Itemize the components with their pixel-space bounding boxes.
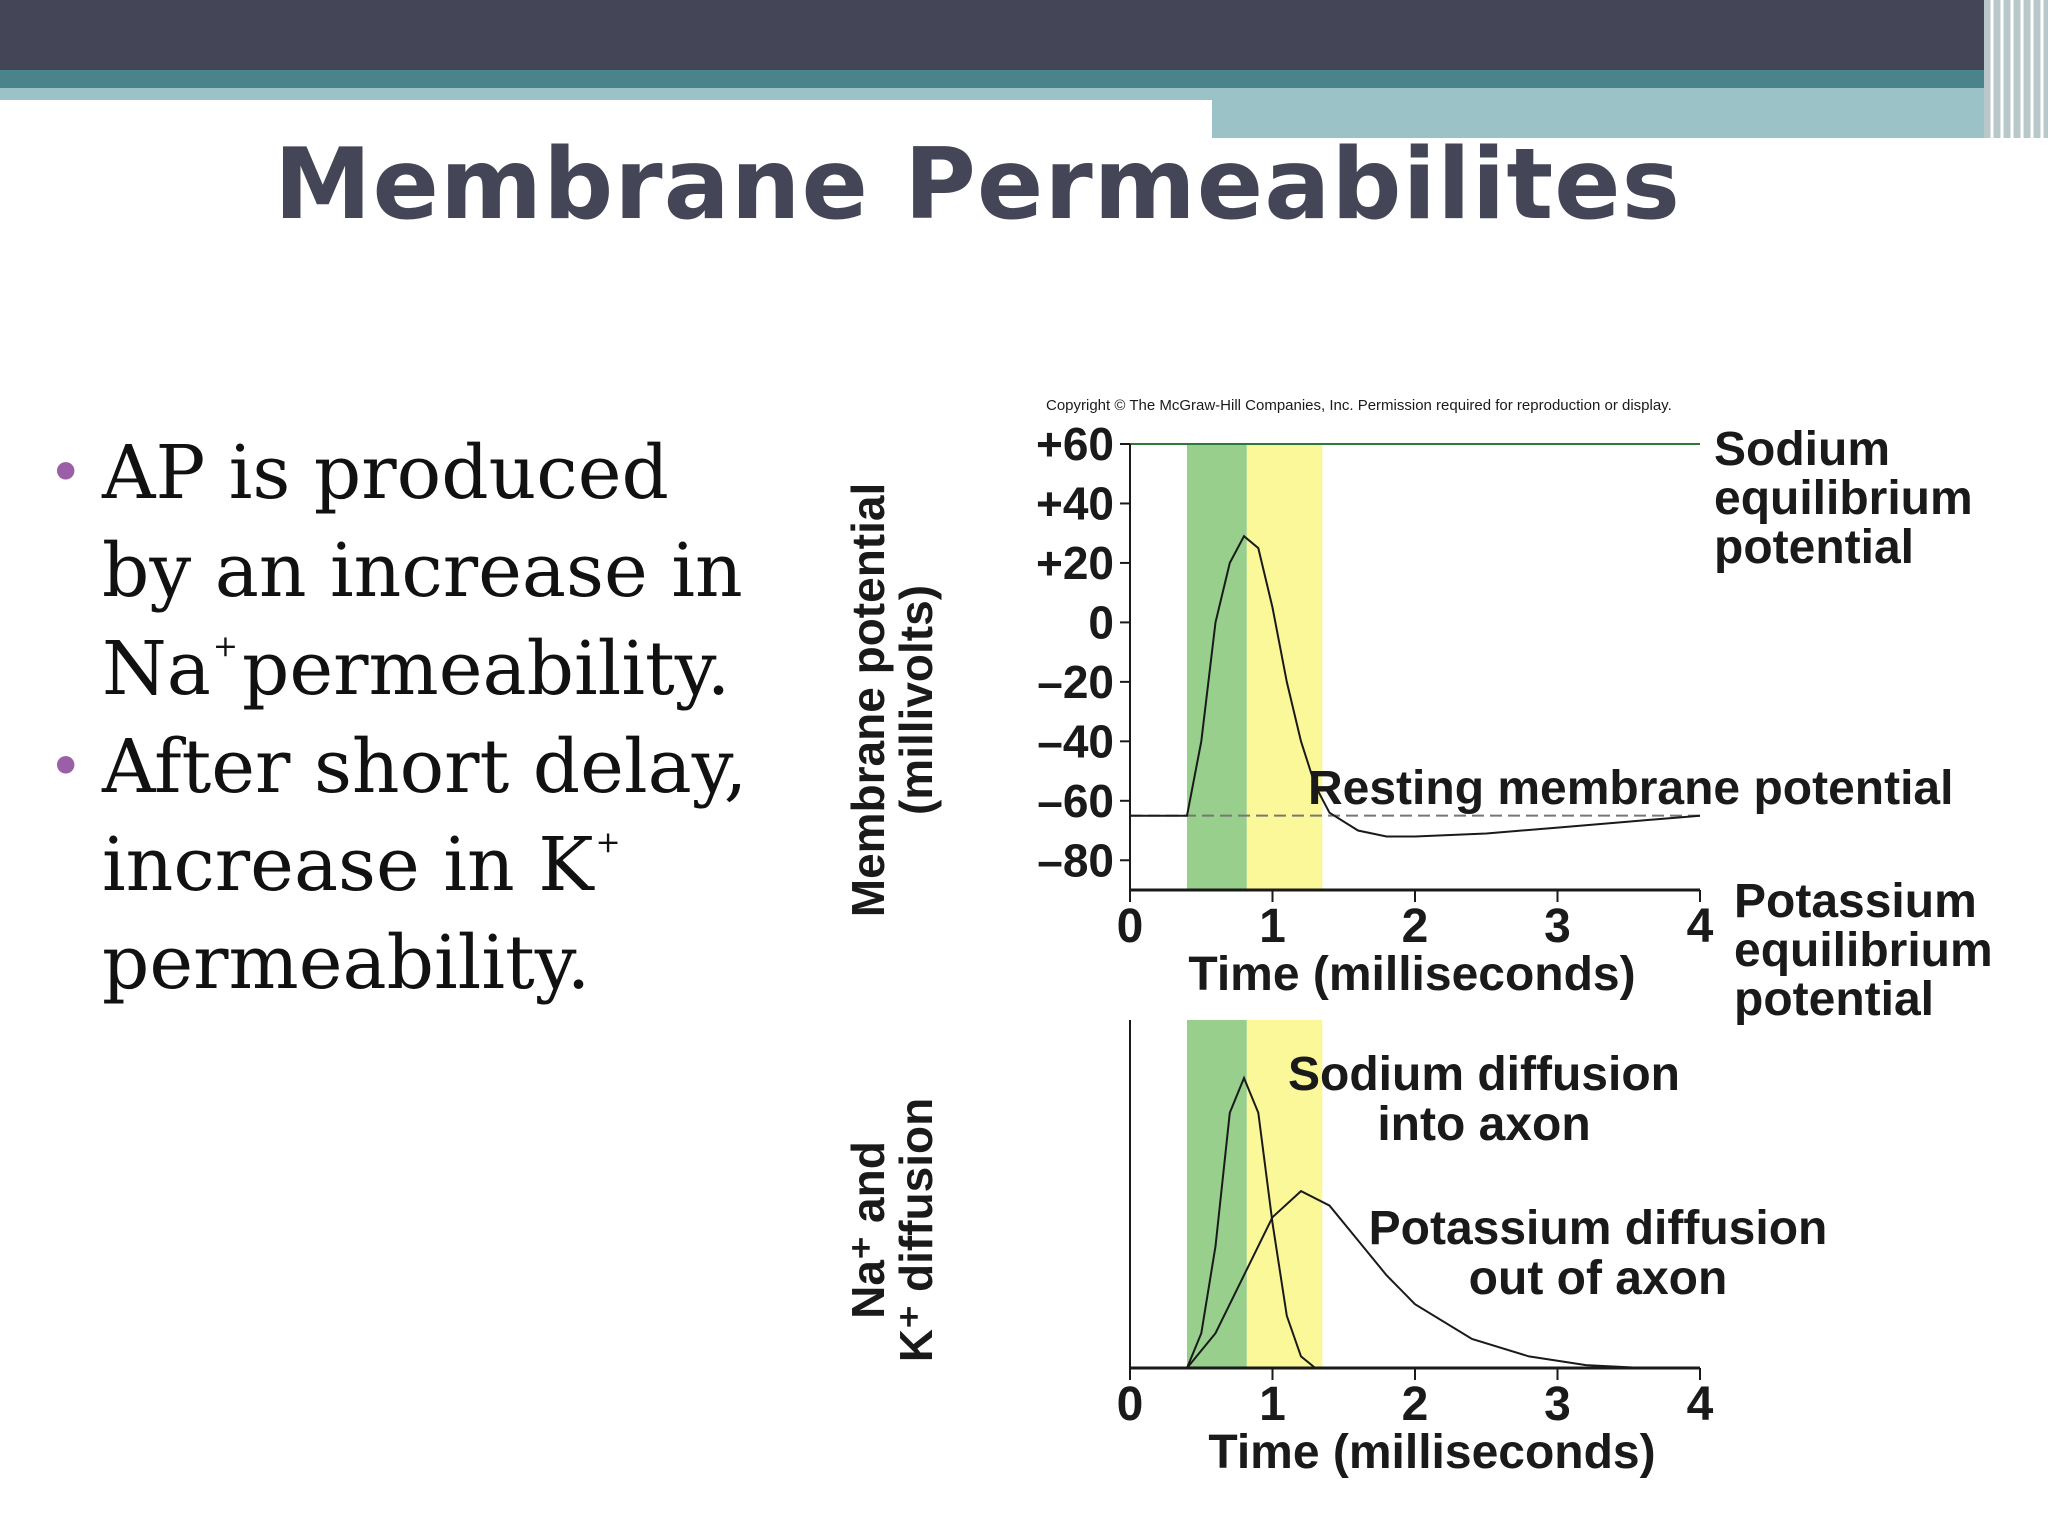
y-tick-label: –60 [1037, 775, 1114, 827]
sodium-diffusion-label: Sodium diffusion [1288, 1048, 1680, 1101]
y-tick-label: +40 [1036, 477, 1114, 529]
x-tick-label: 2 [1402, 1378, 1429, 1431]
y-tick-label: –80 [1037, 834, 1114, 886]
sodium-diffusion-label: into axon [1377, 1098, 1590, 1151]
y-axis-label-units: (millivolts) [890, 585, 942, 815]
x-tick-label: 2 [1402, 900, 1429, 953]
x-tick-label: 0 [1117, 900, 1144, 953]
x-tick-label: 0 [1117, 1378, 1144, 1431]
ion-charge: + [595, 825, 621, 860]
header-band-teal-right [1212, 88, 2048, 138]
bullet-line: increase in K+ [102, 822, 621, 908]
x-tick-label: 1 [1259, 1378, 1286, 1431]
bullet-dot-icon: • [48, 732, 84, 802]
x-tick-label: 4 [1687, 1378, 1714, 1431]
x-axis-label: Time (milliseconds) [1188, 948, 1635, 1001]
bullet-line: permeability. [102, 920, 591, 1006]
bullet-line: by an increase in [102, 528, 743, 614]
y-axis-label-units: K⁺ diffusion [890, 1098, 942, 1362]
potassium-eq-label: potential [1734, 973, 1934, 1026]
action-potential-curve [1130, 534, 1701, 838]
header-band-teal [0, 70, 2048, 88]
y-tick-label: +20 [1036, 537, 1114, 589]
ion-diffusion-chart: 0 1 2 3 4 Na⁺ and K⁺ diffusion Time (millise… [842, 1020, 1827, 1479]
bullet-line: Na+permeability. [102, 626, 731, 712]
y-tick-label: –40 [1037, 715, 1114, 767]
bullet-item: • After short delay, increase in K+ perm… [44, 718, 764, 1012]
sodium-eq-label: potential [1714, 521, 1914, 574]
ion-charge: + [212, 629, 239, 664]
y-tick-label: –20 [1037, 656, 1114, 708]
potassium-diffusion-label: out of axon [1469, 1252, 1728, 1305]
header-edge-lines [1984, 0, 2048, 138]
x-tick-label: 3 [1544, 900, 1571, 953]
bullet-list: • AP is produced by an increase in Na+pe… [44, 424, 764, 1012]
potassium-diffusion-label: Potassium diffusion [1369, 1202, 1828, 1255]
x-tick-label: 4 [1687, 900, 1714, 953]
header-band-dark [0, 0, 2048, 70]
y-tick-label: 0 [1088, 596, 1114, 648]
potassium-phase-band [1246, 1020, 1323, 1368]
y-tick-label: +60 [1036, 418, 1114, 470]
header-band-teal-light [0, 88, 1212, 100]
y-axis-label: Membrane potential [842, 483, 894, 918]
potassium-eq-label: Potassium [1734, 875, 1977, 928]
potassium-diffusion-curve [1130, 1189, 1700, 1369]
sodium-diffusion-curve [1130, 1075, 1330, 1369]
bullet-line: After short delay, [102, 724, 748, 810]
x-tick-label: 1 [1259, 900, 1286, 953]
slide-title: Membrane Permeabilites [274, 128, 1681, 242]
x-tick-label: 3 [1544, 1378, 1571, 1431]
bullet-line: AP is produced [102, 430, 669, 516]
potassium-eq-label: equilibrium [1734, 924, 1993, 977]
resting-potential-label: Resting membrane potential [1308, 762, 1953, 815]
sodium-eq-label: Sodium [1714, 423, 1890, 476]
bullet-dot-icon: • [48, 438, 84, 508]
membrane-potential-chart: +60+40+200–20–40–60–800 1 2 3 4 Membrane pot… [842, 418, 1993, 1026]
sodium-eq-label: equilibrium [1714, 472, 1973, 525]
sodium-phase-band [1187, 1020, 1247, 1368]
y-axis-label: Na⁺ and [842, 1141, 894, 1319]
bullet-item: • AP is produced by an increase in Na+pe… [44, 424, 764, 718]
copyright-notice: Copyright © The McGraw-Hill Companies, I… [1046, 397, 1672, 414]
x-axis-label: Time (milliseconds) [1208, 1426, 1655, 1479]
sodium-phase-band [1187, 444, 1247, 890]
